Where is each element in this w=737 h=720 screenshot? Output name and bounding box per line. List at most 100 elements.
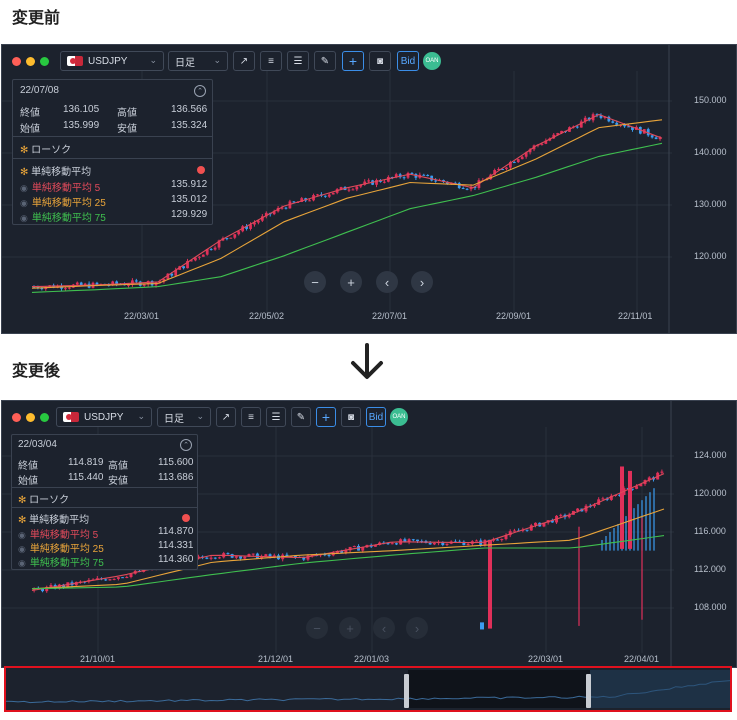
eye-icon[interactable]: ◉: [18, 558, 26, 568]
pen-button[interactable]: ✎: [291, 407, 311, 427]
eye-icon[interactable]: ◉: [20, 183, 28, 193]
candle-body: [111, 281, 115, 285]
zoom-in-button[interactable]: +: [339, 617, 361, 639]
y-tick-label: 120.000: [694, 488, 727, 498]
candle-body: [190, 260, 193, 262]
range-navigator[interactable]: [4, 666, 732, 712]
ma25-row[interactable]: ◉ 単純移動平均 25: [20, 194, 106, 209]
crosshair-button[interactable]: +: [342, 51, 364, 71]
candle-body: [599, 115, 603, 118]
candle-body: [323, 554, 327, 556]
eye-icon[interactable]: ◉: [20, 198, 28, 208]
pen-icon: ✎: [296, 411, 306, 423]
window-close-dot[interactable]: [12, 413, 21, 422]
ma5-label: 単純移動平均 5: [31, 183, 101, 194]
navigator-canvas[interactable]: [6, 668, 730, 710]
camera-button[interactable]: ◙: [341, 407, 361, 427]
candle-body: [32, 286, 36, 288]
ma75-row[interactable]: ◉ 単純移動平均 75: [18, 554, 104, 569]
x-tick-label: 21/12/01: [258, 654, 294, 664]
zoom-out-button[interactable]: −: [306, 617, 328, 639]
camera-icon: ◙: [376, 55, 384, 67]
candle-row[interactable]: ✻ ローソク: [18, 491, 69, 506]
eye-icon[interactable]: ◉: [18, 544, 26, 554]
broker-logo-text: OAN: [425, 58, 439, 64]
fib-lines-button[interactable]: ☰: [287, 51, 309, 71]
candle-body: [36, 286, 40, 289]
horizontal-lines-button[interactable]: ≡: [260, 51, 282, 71]
ma5-row[interactable]: ◉ 単純移動平均 5: [18, 526, 98, 541]
candle-row[interactable]: ✻ ローソク: [20, 141, 71, 156]
ma25-row[interactable]: ◉ 単純移動平均 25: [18, 540, 104, 555]
sma-color-dot[interactable]: [182, 514, 190, 522]
camera-button[interactable]: ◙: [369, 51, 391, 71]
candle-body: [375, 179, 378, 185]
candle-body: [607, 116, 611, 122]
chevron-down-icon: ⌄: [149, 55, 157, 65]
fib-lines-button[interactable]: ☰: [266, 407, 286, 427]
candle-body: [615, 122, 619, 125]
scroll-right-button[interactable]: ›: [406, 617, 428, 639]
symbol-select[interactable]: USDJPY ⌄: [60, 51, 164, 71]
divider: [13, 136, 212, 137]
window-zoom-dot[interactable]: [40, 413, 49, 422]
symbol-select[interactable]: USDJPY ⌄: [56, 407, 152, 427]
candle-body: [300, 198, 304, 202]
scroll-right-button[interactable]: ›: [411, 271, 433, 293]
open-label: 始値: [18, 476, 38, 487]
sma-title-row[interactable]: ✻ 単純移動平均: [18, 511, 89, 526]
bid-toggle[interactable]: Bid: [366, 407, 386, 427]
window-close-dot[interactable]: [12, 57, 21, 66]
candle-body: [127, 284, 130, 286]
candle-body: [352, 545, 356, 547]
ma5-row[interactable]: ◉ 単純移動平均 5: [20, 179, 100, 194]
candle-body: [647, 477, 651, 481]
ma75-value: 129.929: [171, 209, 208, 220]
ma25-label: 単純移動平均 25: [29, 544, 104, 555]
low-value: 135.324: [171, 120, 208, 131]
candle-body: [473, 186, 477, 188]
close-label: 終値: [20, 108, 40, 119]
eye-icon[interactable]: ◉: [18, 530, 26, 540]
horizontal-lines-button[interactable]: ≡: [241, 407, 261, 427]
candle-body: [496, 539, 500, 541]
timeframe-select[interactable]: 日足 ⌄: [157, 407, 211, 427]
zoom-in-button[interactable]: +: [340, 271, 362, 293]
trend-line-button[interactable]: ↗: [233, 51, 255, 71]
candle-body: [465, 188, 469, 190]
candle-body: [529, 525, 533, 531]
ohlc-info-panel: 22/03/04 ⌃ 終値 114.819 高値 115.600 始値 115.…: [11, 434, 198, 570]
y-tick-label: 112.000: [694, 564, 726, 574]
moving-average-line: [31, 535, 665, 590]
gear-icon: ✻: [18, 495, 27, 506]
zoom-out-button[interactable]: −: [304, 271, 326, 293]
candle-body: [131, 280, 134, 285]
pen-button[interactable]: ✎: [314, 51, 336, 71]
candle-body: [247, 554, 251, 557]
scroll-left-button[interactable]: ‹: [376, 271, 398, 293]
symbol-label: USDJPY: [88, 55, 128, 67]
ma75-row[interactable]: ◉ 単純移動平均 75: [20, 209, 106, 224]
crosshair-button[interactable]: +: [316, 407, 336, 427]
window-minimize-dot[interactable]: [26, 57, 35, 66]
fib-lines-icon: ☰: [293, 55, 303, 67]
bid-toggle[interactable]: Bid: [397, 51, 419, 71]
eye-icon[interactable]: ◉: [20, 213, 28, 223]
window-minimize-dot[interactable]: [26, 413, 35, 422]
open-value: 135.999: [63, 120, 100, 131]
scroll-left-button[interactable]: ‹: [373, 617, 395, 639]
candle-body: [225, 238, 229, 240]
sma-title-row[interactable]: ✻ 単純移動平均: [20, 163, 91, 178]
candle-body: [505, 167, 508, 170]
trend-line-button[interactable]: ↗: [216, 407, 236, 427]
candle-body: [134, 280, 138, 282]
candle-body: [284, 207, 288, 209]
window-zoom-dot[interactable]: [40, 57, 49, 66]
arrow-down-icon: [351, 343, 383, 379]
collapse-icon[interactable]: ⌃: [180, 439, 192, 451]
sma-color-dot[interactable]: [197, 166, 205, 174]
collapse-icon[interactable]: ⌃: [194, 85, 206, 97]
candle-body: [639, 484, 643, 487]
timeframe-select[interactable]: 日足 ⌄: [168, 51, 228, 71]
candle-body: [292, 201, 296, 203]
